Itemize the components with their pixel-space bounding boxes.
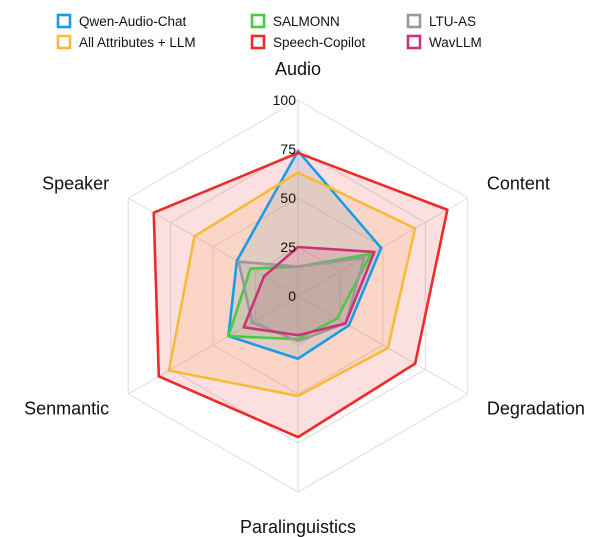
legend-swatch: [56, 34, 72, 50]
spoke-speaker: [128, 197, 299, 297]
tick-label-100: 100: [273, 92, 297, 108]
radar-grid: [127, 99, 469, 493]
series-lines: [152, 149, 449, 439]
spoke-degradation: [297, 295, 468, 395]
axis-label-content: Content: [487, 174, 550, 194]
legend-label: Qwen-Audio-Chat: [79, 14, 187, 29]
axis-label-paralinguistics: Paralinguistics: [240, 517, 356, 537]
tick-label-25: 25: [280, 239, 296, 255]
legend-swatch: [250, 13, 266, 29]
series-fill-speech-copilot: [153, 152, 448, 438]
axis-label-degradation: Degradation: [487, 399, 585, 419]
series-fill-wavllm: [243, 247, 375, 336]
axis-label-audio: Audio: [275, 59, 321, 79]
series-line-salmonn: [227, 252, 373, 341]
axis-label-speaker: Speaker: [42, 174, 109, 194]
legend-label: LTU-AS: [429, 14, 476, 29]
legend-item-qwen-audio-chat[interactable]: Qwen-Audio-Chat: [56, 13, 187, 29]
series-line-all-attributes-llm: [167, 171, 417, 398]
legend-label: Speech-Copilot: [273, 35, 366, 50]
series-fill-all-attributes-llm: [168, 172, 416, 396]
axis-label-senmantic: Senmantic: [24, 399, 109, 419]
series-line-wavllm: [242, 245, 376, 337]
legend-label: All Attributes + LLM: [79, 35, 196, 50]
legend-item-salmonn[interactable]: SALMONN: [250, 13, 340, 29]
axis-labels: Audio Content Degradation Paralinguistics Se…: [24, 59, 585, 537]
tick-label-0: 0: [288, 288, 296, 304]
spoke-senmantic: [128, 295, 299, 395]
legend-swatch: [250, 34, 266, 50]
legend-label: WavLLM: [429, 35, 482, 50]
legend-item-wavllm[interactable]: WavLLM: [406, 34, 482, 50]
series-line-qwen-audio-chat: [227, 149, 383, 361]
spoke-content: [297, 197, 468, 297]
radial-tick-labels: 0 25 50 75 100: [273, 92, 297, 304]
legend-item-all-attributes-llm[interactable]: All Attributes + LLM: [56, 34, 196, 50]
legend-swatch: [406, 34, 422, 50]
series-line-speech-copilot: [152, 151, 449, 439]
tick-label-75: 75: [280, 141, 296, 157]
tick-label-50: 50: [280, 190, 296, 206]
legend-item-speech-copilot[interactable]: Speech-Copilot: [250, 34, 366, 50]
legend-item-ltu-as[interactable]: LTU-AS: [406, 13, 476, 29]
legend: Qwen-Audio-Chat All Attributes + LLM SALMO…: [56, 13, 482, 50]
legend-label: SALMONN: [273, 14, 340, 29]
series-line-ltu-as: [237, 256, 366, 343]
legend-swatch: [56, 13, 72, 29]
legend-swatch: [406, 13, 422, 29]
